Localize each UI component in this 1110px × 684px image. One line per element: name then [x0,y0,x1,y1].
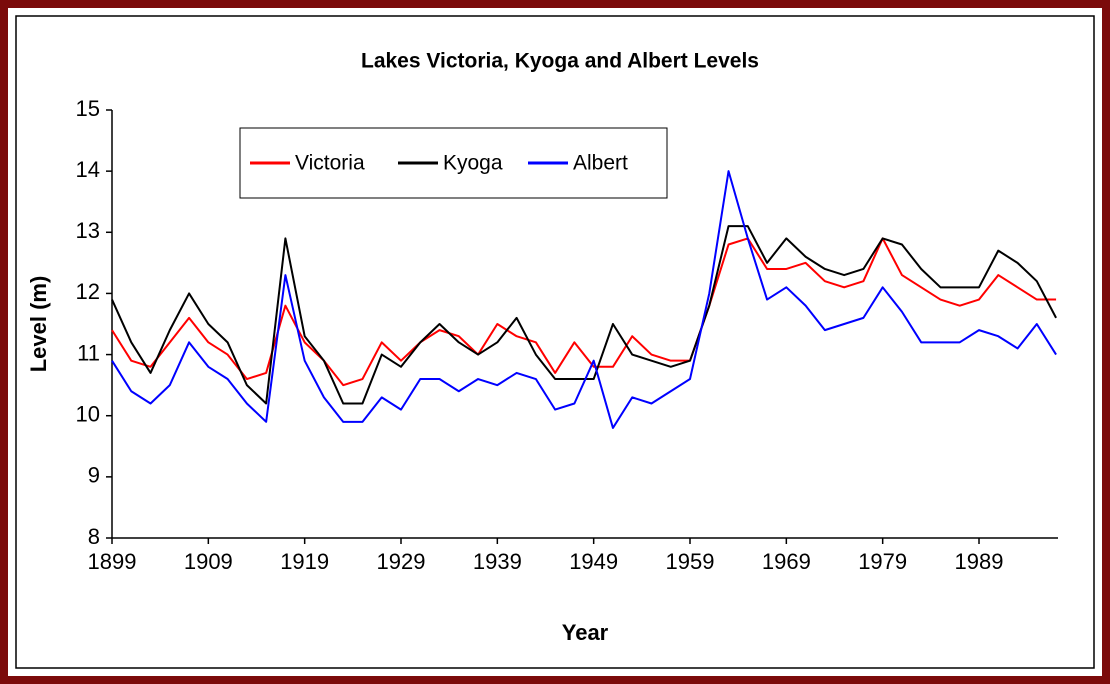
y-tick-label: 12 [76,279,100,304]
series-line [111,225,1057,405]
x-tick-label: 1929 [377,549,426,574]
y-tick-label: 9 [88,463,100,488]
x-tick-label: 1959 [666,549,715,574]
legend-label: Albert [573,152,628,175]
y-tick-label: 13 [76,218,100,243]
x-tick-label: 1899 [88,549,137,574]
legend-box [239,127,668,199]
x-tick-label: 1909 [184,549,233,574]
x-tick-label: 1919 [280,549,329,574]
x-tick-label: 1939 [473,549,522,574]
y-axis-label: Level (m) [26,276,51,373]
y-tick-label: 11 [77,340,100,365]
chart-border [15,15,1095,669]
legend-label: Kyoga [443,152,503,175]
x-tick-label: 1949 [569,549,618,574]
y-tick-label: 15 [76,96,100,121]
x-tick-label: 1989 [955,549,1004,574]
y-tick-label: 10 [76,402,100,427]
y-tick-label: 14 [76,157,100,182]
x-tick-label: 1979 [858,549,907,574]
chart-title: Lakes Victoria, Kyoga and Albert Levels [361,50,759,73]
y-tick-label: 8 [88,524,100,549]
x-tick-label: 1969 [762,549,811,574]
series-line [111,237,1057,387]
series-line [111,170,1057,429]
legend-label: Victoria [295,152,365,175]
x-axis-label: Year [562,620,609,645]
